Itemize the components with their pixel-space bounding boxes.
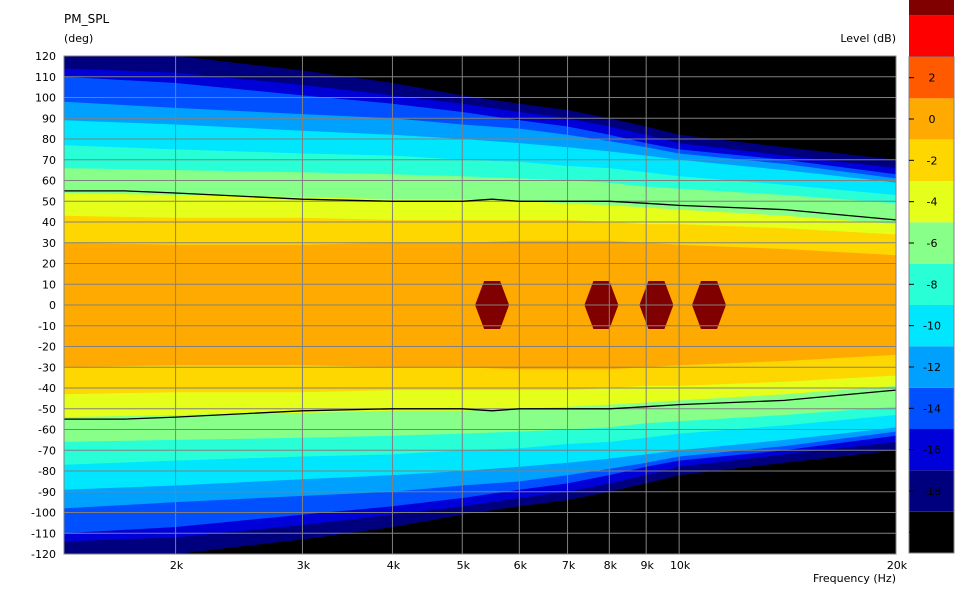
colorbar-tick-label: -6 [927,237,938,250]
y-tick-label: 70 [42,154,56,167]
chart-title: PM_SPL [64,12,109,26]
y-tick-label: 110 [35,71,56,84]
y-tick-label: 50 [42,195,56,208]
y-tick-label: -60 [38,424,56,437]
colorbar-tick-label: -16 [923,444,941,457]
colorbar-swatch [909,139,954,181]
x-tick-labels: 2k 3k 4k 5k 6k 7k 8k 9k 10k 20k [170,559,908,572]
y-tick-label: -30 [38,361,56,374]
minus6-db-lines [64,190,897,420]
y-tick-label: 120 [35,50,56,63]
y-tick-label: -20 [38,341,56,354]
x-tick-label: 8k [604,559,618,572]
x-tick-label: 5k [457,559,471,572]
y-axis-label: (deg) [64,32,93,45]
colorbar-swatch [909,222,954,264]
colorbar-swatch [909,98,954,140]
colorbar-tick-label: -4 [927,196,938,209]
y-tick-label: 100 [35,92,56,105]
colorbar-swatch [909,0,954,16]
colorbar-swatch [909,429,954,471]
y-tick-label: 0 [49,299,56,312]
colorbar-tick-label: -8 [927,278,938,291]
colorbar-tick-label: 2 [929,72,936,85]
colorbar-tick-label: 0 [929,113,936,126]
y-tick-label: -70 [38,444,56,457]
colorbar-tick-label: -2 [927,154,938,167]
plot-area [63,55,897,555]
y-tick-label: -110 [31,527,56,540]
y-tick-label: 20 [42,258,56,271]
y-tick-labels: 1201101009080706050403020100-10-20-30-40… [31,50,56,561]
colorbar-swatch [909,15,954,57]
y-tick-label: 60 [42,175,56,188]
colorbar-swatch [909,387,954,429]
colorbar-label: Level (dB) [840,32,896,45]
minus6-db-line [64,389,897,420]
y-tick-label: -100 [31,507,56,520]
colorbar-swatch [909,305,954,347]
colorbar-tick-label: -10 [923,320,941,333]
y-tick-label: 90 [42,112,56,125]
y-tick-label: 30 [42,237,56,250]
y-tick-label: -120 [31,548,56,561]
y-tick-label: -80 [38,465,56,478]
colorbar-tick-label: -14 [923,402,941,415]
colorbar: 2 0 -2 -4 -6 -8 -10 -12 -14 -16 -18 -20 [908,0,955,554]
minus6-db-line [64,190,897,221]
colorbar-swatch [909,346,954,388]
colorbar-swatch [909,181,954,223]
x-tick-label: 10k [670,559,691,572]
y-tick-label: -10 [38,320,56,333]
colorbar-swatch [909,57,954,99]
colorbar-swatch [909,263,954,305]
colorbar-border [908,56,955,554]
colorbar-tick-label: -18 [923,485,941,498]
x-axis-label: Frequency (Hz) [813,572,896,585]
x-tick-label: 9k [640,559,654,572]
plot-border [63,55,897,555]
colorbar-tick-label: -12 [923,361,941,374]
x-tick-label: 4k [387,559,401,572]
x-tick-label: 20k [887,559,908,572]
x-tick-label: 3k [297,559,311,572]
y-tick-label: 80 [42,133,56,146]
colorbar-swatch [909,470,954,512]
y-tick-label: 40 [42,216,56,229]
x-tick-label: 6k [514,559,528,572]
x-tick-label: 7k [562,559,576,572]
y-tick-label: -90 [38,486,56,499]
colorbar-swatch [909,511,954,553]
x-tick-label: 2k [170,559,184,572]
y-tick-label: 10 [42,278,56,291]
colorbar-tick-label: -20 [923,526,941,539]
y-tick-label: -50 [38,403,56,416]
y-tick-label: -40 [38,382,56,395]
